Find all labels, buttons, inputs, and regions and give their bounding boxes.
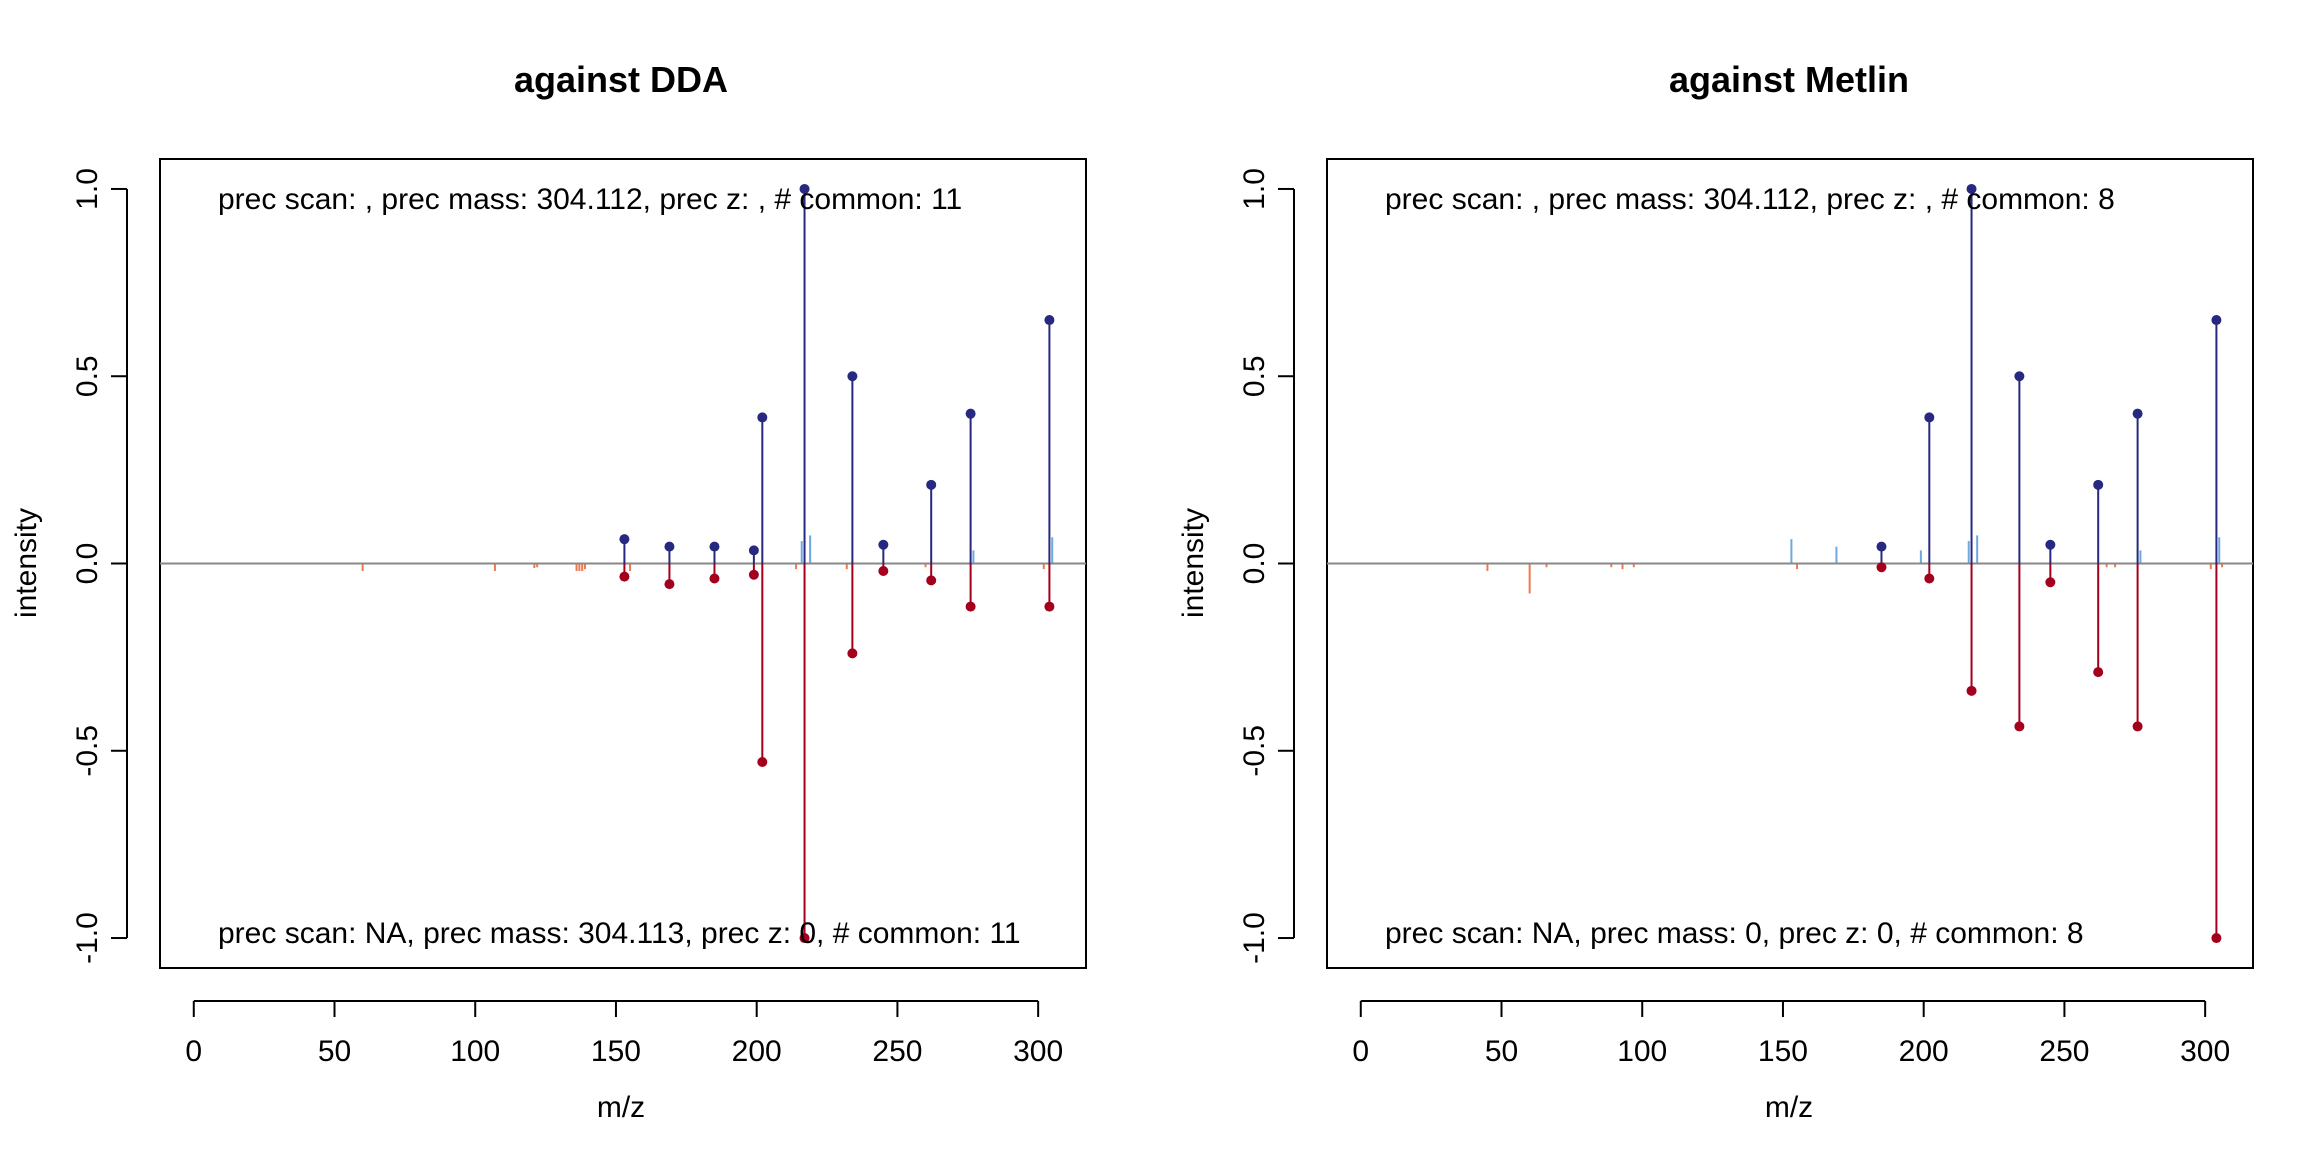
matched-point-bottom xyxy=(2093,667,2104,678)
plot-area: 0 50 100 150 200 250 300 -1.0 -0.5 0.0 0.5 1.0 xyxy=(1238,158,2254,1068)
matched-point-top xyxy=(847,371,858,382)
y-tick-label: 0.5 xyxy=(71,355,104,397)
matched-point-top xyxy=(2093,479,2104,490)
y-tick-label: 0.0 xyxy=(71,543,104,585)
matched-point-bottom xyxy=(757,757,768,768)
matched-point-bottom xyxy=(2211,933,2222,944)
x-axis-label: m/z xyxy=(597,1091,645,1124)
x-tick-label: 150 xyxy=(591,1035,641,1068)
chart-title: against Metlin xyxy=(1669,59,1909,100)
x-axis-label: m/z xyxy=(1765,1091,1813,1124)
y-tick-label: -1.0 xyxy=(1238,912,1271,964)
matched-point-top xyxy=(2045,539,2056,550)
matched-point-bottom xyxy=(926,575,937,586)
matched-point-top xyxy=(1876,541,1887,552)
matched-point-top xyxy=(709,541,720,552)
y-tick-label: -0.5 xyxy=(1238,725,1271,777)
matched-point-top xyxy=(2014,371,2025,382)
x-tick-label: 250 xyxy=(872,1035,922,1068)
matched-point-bottom xyxy=(1966,685,1977,696)
chart-title: against DDA xyxy=(514,59,728,100)
x-tick-label: 150 xyxy=(1758,1035,1808,1068)
top-annotation: prec scan: , prec mass: 304.112, prec z:… xyxy=(1385,183,2115,216)
matched-point-top xyxy=(757,412,768,423)
matched-point-bottom xyxy=(1876,562,1887,573)
y-tick-label: 1.0 xyxy=(1238,168,1271,210)
y-tick-label: -0.5 xyxy=(71,725,104,777)
matched-point-top xyxy=(926,479,937,490)
x-tick-label: 0 xyxy=(1352,1035,1369,1068)
matched-point-top xyxy=(619,534,630,545)
matched-point-bottom xyxy=(2045,577,2056,588)
matched-point-top xyxy=(799,183,810,194)
matched-point-bottom xyxy=(1044,601,1055,612)
matched-point-bottom xyxy=(619,571,630,582)
matched-point-top xyxy=(965,408,976,419)
bottom-annotation: prec scan: NA, prec mass: 304.113, prec … xyxy=(218,917,1021,950)
y-axis-label: intensity xyxy=(10,508,43,618)
x-tick-label: 100 xyxy=(450,1035,500,1068)
x-tick-label: 250 xyxy=(2039,1035,2089,1068)
panel-metlin: against Metlin 0 50 100 150 200 250 300 -1.0 -0.… xyxy=(1177,59,2254,1124)
x-tick-label: 200 xyxy=(1899,1035,1949,1068)
matched-point-top xyxy=(2132,408,2143,419)
matched-point-bottom xyxy=(748,569,759,580)
matched-point-bottom xyxy=(664,579,675,590)
y-tick-label: -1.0 xyxy=(71,912,104,964)
x-tick-label: 200 xyxy=(732,1035,782,1068)
matched-point-top xyxy=(2211,315,2222,326)
matched-point-top xyxy=(1966,183,1977,194)
x-tick-label: 50 xyxy=(1485,1035,1518,1068)
matched-point-top xyxy=(1044,315,1055,326)
matched-point-bottom xyxy=(2014,721,2025,732)
matched-point-top xyxy=(878,539,889,550)
y-axis-label: intensity xyxy=(1177,508,1210,618)
x-tick-label: 0 xyxy=(185,1035,202,1068)
y-tick-label: 0.5 xyxy=(1238,355,1271,397)
y-tick-label: 1.0 xyxy=(71,168,104,210)
panel-dda: against DDA 0 50 100 150 200 250 300 -1.0 -0.5 0.… xyxy=(10,59,1087,1124)
matched-point-top xyxy=(664,541,675,552)
matched-point-bottom xyxy=(878,565,889,576)
x-tick-label: 300 xyxy=(2180,1035,2230,1068)
matched-point-bottom xyxy=(1924,573,1935,584)
matched-point-bottom xyxy=(709,573,720,584)
matched-point-top xyxy=(1924,412,1935,423)
top-annotation: prec scan: , prec mass: 304.112, prec z:… xyxy=(218,183,962,216)
y-tick-label: 0.0 xyxy=(1238,543,1271,585)
x-tick-label: 100 xyxy=(1617,1035,1667,1068)
matched-point-top xyxy=(748,545,759,556)
matched-point-bottom xyxy=(965,601,976,612)
x-tick-label: 300 xyxy=(1013,1035,1063,1068)
bottom-annotation: prec scan: NA, prec mass: 0, prec z: 0, … xyxy=(1385,917,2084,950)
matched-point-bottom xyxy=(2132,721,2143,732)
matched-point-bottom xyxy=(847,648,858,659)
x-tick-label: 50 xyxy=(318,1035,351,1068)
plot-area: 0 50 100 150 200 250 300 -1.0 -0.5 0.0 0.5 1.0 xyxy=(71,158,1087,1068)
matched-point-bottom xyxy=(799,933,810,944)
